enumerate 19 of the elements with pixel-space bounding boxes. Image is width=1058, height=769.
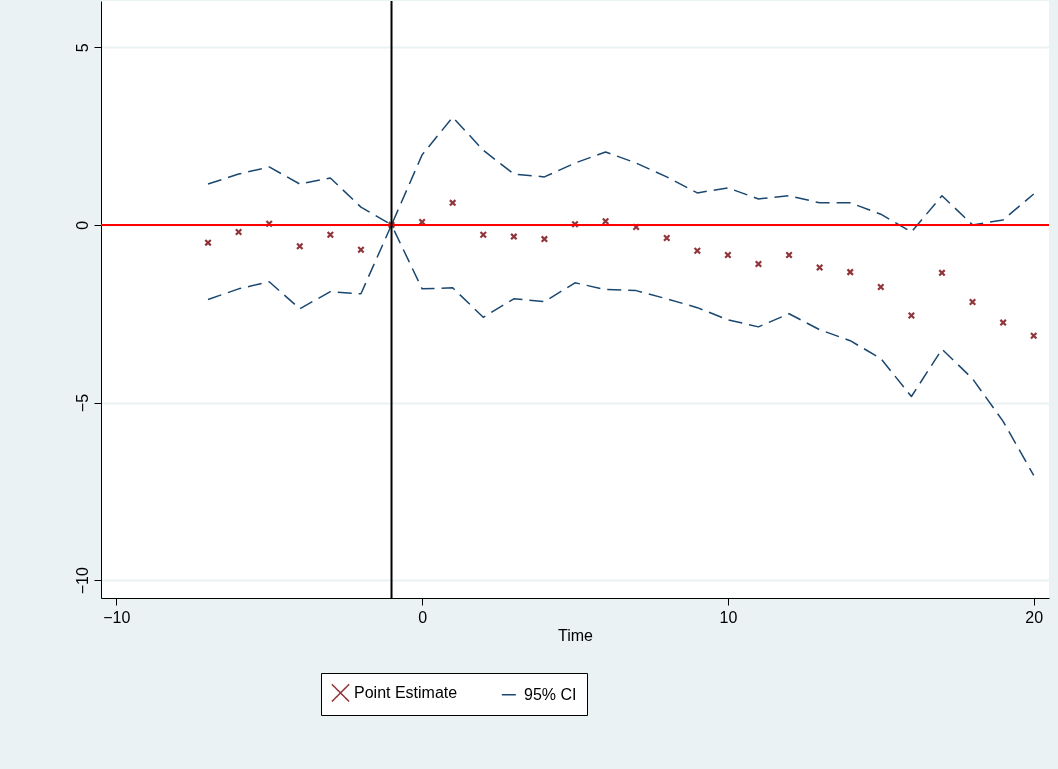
point xyxy=(448,199,457,207)
x-axis-title: Time xyxy=(558,626,594,644)
y-tick-label: 5 xyxy=(73,43,91,53)
point xyxy=(999,318,1007,327)
point xyxy=(754,260,763,268)
y-tick-label: −5 xyxy=(73,393,91,413)
legend-label: Point Estimate xyxy=(354,683,458,701)
point xyxy=(693,246,702,255)
point xyxy=(540,235,549,243)
y-tick-label: 0 xyxy=(73,220,91,230)
x-tick-label: −10 xyxy=(103,608,131,626)
point xyxy=(968,298,977,306)
line-series xyxy=(207,224,1035,477)
point xyxy=(326,230,335,239)
x-tick-label: 10 xyxy=(719,608,738,626)
x-tick-label: 0 xyxy=(418,608,428,626)
legend-label: 95% CI xyxy=(524,685,577,703)
y-tick-label: −10 xyxy=(73,567,91,595)
x-tick-label: 20 xyxy=(1025,608,1044,626)
